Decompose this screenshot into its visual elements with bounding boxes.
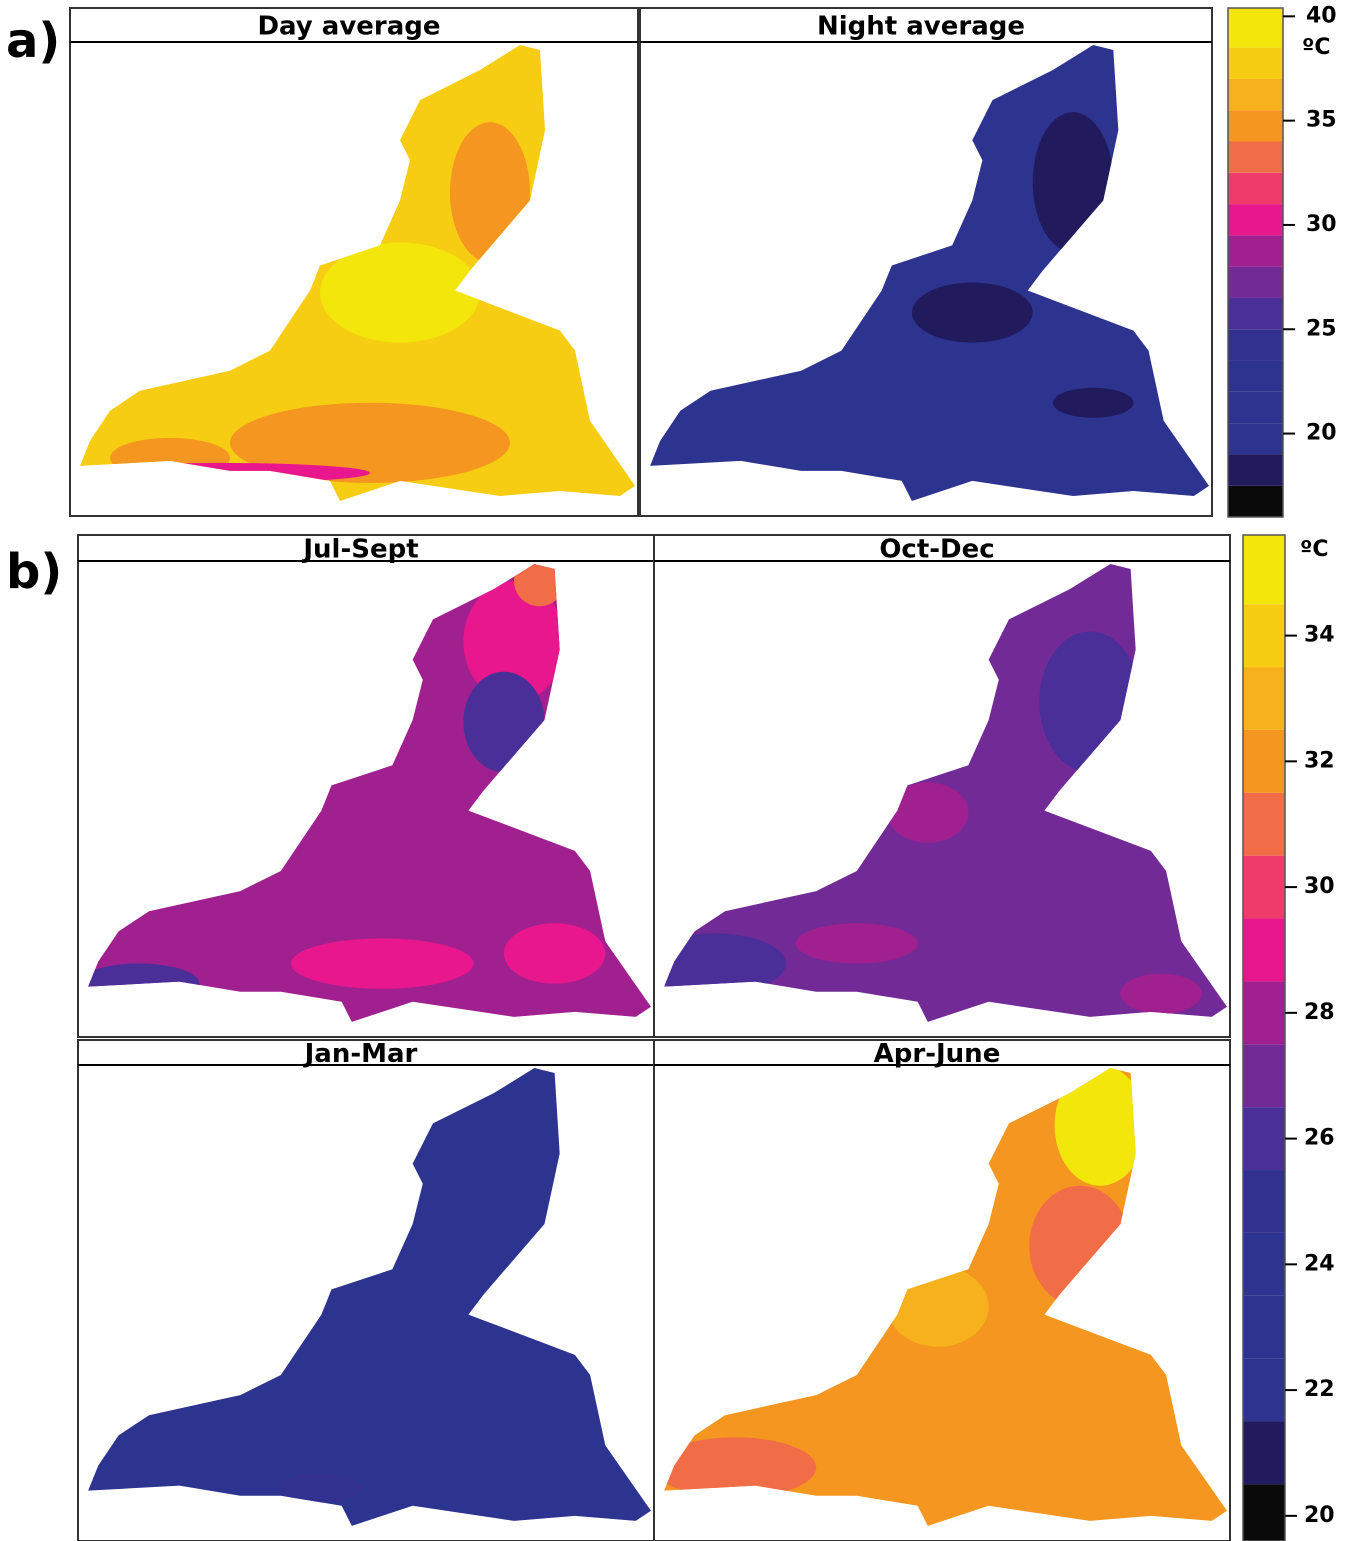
panel-title: Jul-Sept xyxy=(301,535,418,565)
panel-label: b) xyxy=(6,544,62,600)
colorbar-tick-label: 26 xyxy=(1304,1126,1335,1151)
colorbar-tick-label: 40 xyxy=(1306,3,1337,28)
colorbar-band xyxy=(1243,1484,1285,1541)
colorbar-band xyxy=(1228,8,1283,48)
temperature-patch xyxy=(320,242,480,342)
colorbar-tick-label: 35 xyxy=(1306,108,1337,133)
temperature-patch xyxy=(504,923,605,983)
colorbar-band xyxy=(1228,329,1283,360)
colorbar-band xyxy=(1243,730,1285,793)
colorbar-tick-label: 32 xyxy=(1304,748,1335,773)
colorbar-band xyxy=(1243,535,1285,604)
colorbar-band xyxy=(1228,79,1283,110)
colorbar-band xyxy=(1228,454,1283,485)
colorbar-tick-label: 30 xyxy=(1306,212,1337,237)
colorbar-band xyxy=(1228,361,1283,392)
colorbar-band xyxy=(1243,604,1285,667)
colorbar-band xyxy=(1228,486,1283,517)
colorbar-band xyxy=(1243,1422,1285,1485)
colorbar-band xyxy=(1243,1170,1285,1233)
colorbar-band xyxy=(1228,173,1283,204)
colorbar-tick-label: 28 xyxy=(1304,1000,1335,1025)
colorbar-band xyxy=(1243,1107,1285,1170)
temperature-patch xyxy=(912,283,1033,343)
panel-title: Oct-Dec xyxy=(879,535,994,565)
colorbar-band xyxy=(1228,142,1283,173)
colorbar-tick-label: 30 xyxy=(1304,874,1335,899)
colorbar-unit: ºC xyxy=(1300,537,1329,562)
panel-title: Apr-June xyxy=(874,1039,1001,1069)
colorbar-band xyxy=(1228,204,1283,235)
colorbar-band xyxy=(1243,1233,1285,1296)
colorbar-band xyxy=(1243,1296,1285,1359)
temperature-patch xyxy=(291,938,474,988)
colorbar-band xyxy=(1243,919,1285,982)
panel-title: Day average xyxy=(257,12,440,42)
colorbar-tick-label: 20 xyxy=(1304,1503,1335,1528)
temperature-patch xyxy=(1053,388,1134,418)
colorbar-band xyxy=(1228,267,1283,298)
colorbar-unit: ºC xyxy=(1302,35,1331,60)
colorbar-band xyxy=(1243,856,1285,919)
colorbar-tick-label: 22 xyxy=(1304,1377,1335,1402)
colorbar-band xyxy=(1228,110,1283,141)
colorbar-band xyxy=(1228,235,1283,266)
panel-title: Night average xyxy=(817,12,1025,42)
colorbar-band xyxy=(1243,1044,1285,1107)
colorbar-band xyxy=(1228,423,1283,454)
colorbar-band xyxy=(1228,392,1283,423)
colorbar-tick-label: 25 xyxy=(1306,316,1337,341)
panel-title: Jan-Mar xyxy=(303,1039,418,1069)
colorbar-band xyxy=(1228,298,1283,329)
colorbar-band xyxy=(1243,793,1285,856)
colorbar-band xyxy=(1243,667,1285,730)
temperature-patch xyxy=(1120,974,1201,1014)
colorbar-tick-label: 20 xyxy=(1306,421,1337,446)
colorbar-band xyxy=(1243,1359,1285,1422)
colorbar-band xyxy=(1228,48,1283,79)
colorbar-tick-label: 34 xyxy=(1304,623,1335,648)
figure: a) b) Day average Night average 20 25 30 35 40… xyxy=(0,0,1360,1541)
colorbar-tick-label: 24 xyxy=(1304,1251,1335,1276)
colorbar-band xyxy=(1243,981,1285,1044)
panel-label: a) xyxy=(6,13,60,69)
temperature-patch xyxy=(796,923,918,963)
